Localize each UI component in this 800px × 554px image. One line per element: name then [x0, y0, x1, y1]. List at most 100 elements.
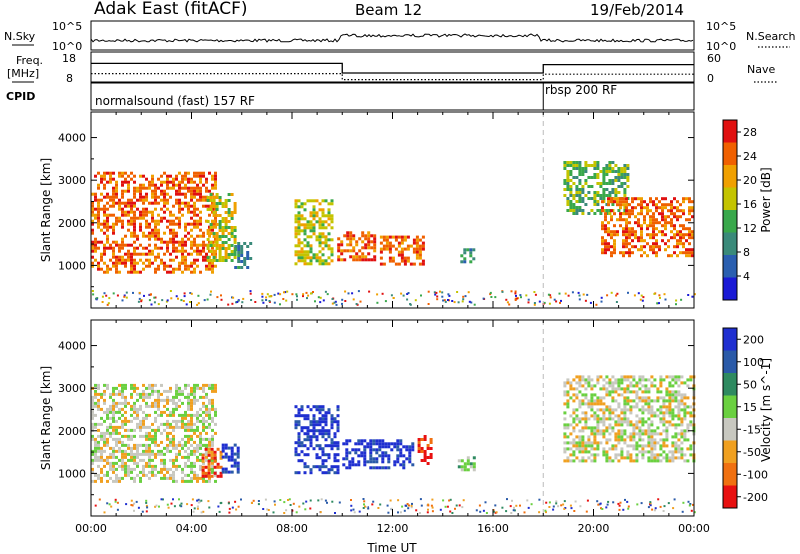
velocity-y-ticks: 1000 2000 3000 4000	[58, 340, 694, 496]
colorbar-tick-label: 200	[743, 333, 764, 346]
power-panel: 1000 2000 3000 4000 Slant Range [km] 4 8 12 16…	[39, 111, 773, 309]
colorbar-segment	[723, 463, 737, 486]
colorbar-segment	[723, 142, 737, 165]
echo-region	[457, 456, 476, 472]
colorbar-segment	[723, 120, 737, 143]
power-y-axis-label: Slant Range [km]	[39, 158, 53, 262]
echo-region	[417, 435, 433, 465]
colorbar-segment	[723, 418, 737, 441]
colorbar-tick-label: -15	[743, 423, 761, 436]
y-tick-label: 4000	[58, 340, 86, 353]
nsearch-label: N.Search	[746, 30, 796, 43]
y-tick-label: 3000	[58, 174, 86, 187]
nave-tick-top: 60	[707, 52, 721, 65]
echo-region	[206, 193, 237, 262]
colorbar-frame	[722, 119, 738, 301]
noise-left-tick-bottom: 10^0	[52, 40, 82, 53]
colorbar-tick-label: 12	[743, 222, 757, 235]
velocity-colorbar-label: Velocity [m s^-1]	[759, 358, 773, 462]
freq-tick-top: 18	[62, 52, 76, 65]
echo-region	[221, 443, 240, 474]
x-axis-label: Time UT	[366, 541, 417, 554]
x-tick-label: 04:00	[176, 522, 208, 535]
power-x-ticks	[90, 112, 695, 308]
y-tick-label: 2000	[58, 425, 86, 438]
colorbar-segment	[723, 277, 737, 300]
echo-region	[601, 197, 694, 258]
velocity-y-axis-label: Slant Range [km]	[39, 366, 53, 470]
nave-tick-bottom: 0	[707, 72, 714, 85]
velocity-colorbar: 200 100 50 15 -15 -50 -100 -200	[722, 327, 768, 509]
nsky-label: N.Sky	[4, 30, 36, 43]
colorbar-tick-label: 28	[743, 126, 757, 139]
noise-panel: N.Sky 10^5 10^0 10^5 10^0 N.Search	[4, 20, 796, 53]
cpid-program-2: rbsp 200 RF	[545, 83, 617, 97]
cpid-label: CPID	[6, 90, 35, 103]
freq-unit-label: [MHz]	[7, 67, 39, 80]
station-title: Adak East (fitACF)	[94, 0, 248, 19]
velocity-echo-layer	[91, 320, 696, 516]
echo-region	[342, 439, 415, 470]
y-tick-label: 4000	[58, 132, 86, 145]
cpid-panel-frame	[90, 82, 695, 111]
y-tick-label: 1000	[58, 467, 86, 480]
colorbar-segment	[723, 187, 737, 210]
colorbar-segment	[723, 210, 737, 233]
noise-right-tick-top: 10^5	[706, 20, 736, 33]
x-tick-label: 12:00	[377, 522, 409, 535]
x-tick-label: 20:00	[578, 522, 610, 535]
colorbar-tick-label: 20	[743, 174, 757, 187]
freq-tick-bottom: 8	[66, 72, 73, 85]
beam-title: Beam 12	[355, 1, 422, 19]
echo-region	[294, 199, 334, 266]
colorbar-segment	[723, 485, 737, 508]
echo-region	[460, 248, 476, 264]
frequency-panel: Freq. [MHz] 18 8 60 0 Nave	[7, 51, 778, 85]
colorbar-segment	[723, 328, 737, 351]
freq-panel-frame	[90, 51, 695, 83]
near-range-echoes	[91, 290, 696, 306]
echo-region	[91, 383, 217, 483]
echo-region	[234, 242, 253, 269]
colorbar-tick-label: -100	[743, 468, 768, 481]
echo-region	[201, 447, 223, 478]
nave-label: Nave	[747, 63, 775, 76]
colorbar-tick-label: -50	[743, 446, 761, 459]
colorbar-tick-label: 8	[743, 246, 750, 259]
noise-panel-frame	[90, 20, 695, 51]
cpid-program-1: normalsound (fast) 157 RF	[95, 94, 255, 108]
colorbar-tick-label: 16	[743, 198, 757, 211]
power-y-ticks: 1000 2000 3000 4000	[58, 132, 694, 288]
colorbar-segment	[723, 395, 737, 418]
echo-region	[294, 405, 340, 475]
colorbar-tick-label: 24	[743, 150, 757, 163]
noise-left-tick-top: 10^5	[52, 20, 82, 33]
date-title: 19/Feb/2014	[590, 1, 684, 19]
colorbar-segment	[723, 255, 737, 278]
power-echo-layer	[91, 112, 696, 308]
colorbar-segment	[723, 165, 737, 188]
echo-region	[563, 375, 696, 463]
echo-region	[91, 171, 217, 274]
nave-trace	[91, 73, 694, 81]
x-tick-label: 00:00	[678, 522, 710, 535]
colorbar-segment	[723, 350, 737, 373]
freq-trace	[91, 62, 694, 74]
y-tick-label: 2000	[58, 217, 86, 230]
colorbar-tick-label: 15	[743, 401, 757, 414]
x-tick-label: 00:00	[75, 522, 107, 535]
echo-region	[379, 235, 425, 266]
colorbar-tick-label: 50	[743, 378, 757, 391]
cpid-panel: CPID normalsound (fast) 157 RF rbsp 200 …	[6, 82, 695, 111]
power-colorbar: 4 8 12 16 20 24 28	[722, 119, 757, 301]
colorbar-segment	[723, 232, 737, 255]
colorbar-tick-label: -200	[743, 491, 768, 504]
noise-trace	[90, 33, 694, 43]
colorbar-frame	[722, 327, 738, 509]
echo-region	[337, 231, 377, 262]
y-tick-label: 3000	[58, 382, 86, 395]
y-tick-label: 1000	[58, 259, 86, 272]
velocity-x-ticks: 00:00 04:00 08:00 12:00 16:00 20:00 00:00	[75, 320, 710, 535]
near-range-echoes	[94, 498, 696, 514]
